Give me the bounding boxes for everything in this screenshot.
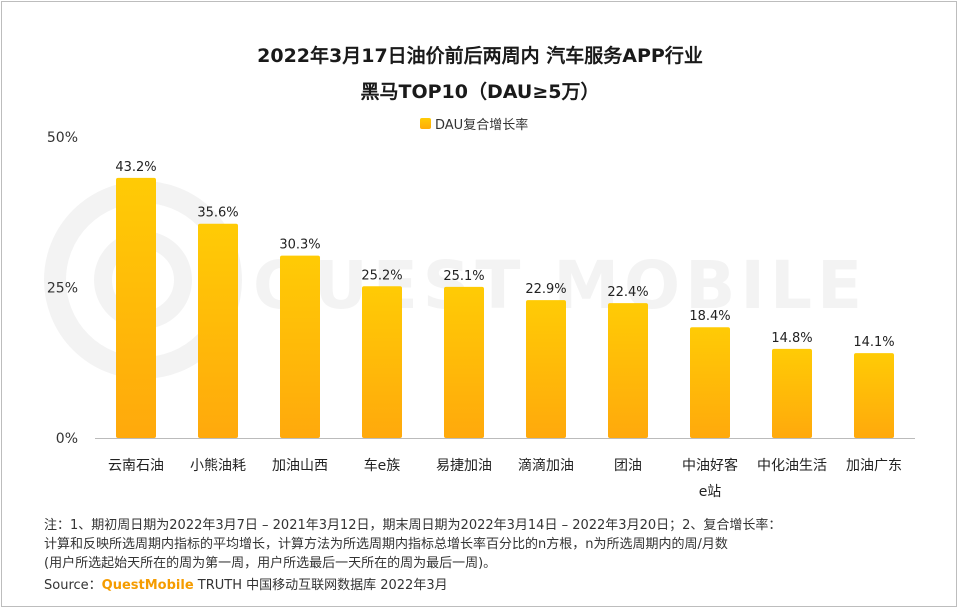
source-line: Source：QuestMobile TRUTH 中国移动互联网数据库 2022…: [44, 574, 448, 593]
value-label-9: 14.1%: [853, 335, 894, 350]
bar-4: [444, 286, 484, 438]
x-tick-label-7: e站: [699, 484, 722, 500]
value-label-2: 30.3%: [279, 238, 320, 253]
value-label-0: 43.2%: [115, 160, 156, 175]
chart-title-line1: 2022年3月17日油价前后两周内 汽车服务APP行业: [257, 45, 703, 67]
x-tick-label-5: 滴滴加油: [518, 457, 574, 474]
x-tick-label-9: 加油广东: [846, 458, 902, 474]
source-brand: QuestMobile: [101, 578, 194, 593]
bar-0: [116, 177, 156, 438]
x-tick-labels: 云南石油 小熊油耗 加油山西 车e族 易捷加油 滴滴加油 团油 中油好客 e站 中化油生活 加油广东: [108, 457, 902, 500]
value-label-8: 14.8%: [771, 331, 812, 346]
value-label-1: 35.6%: [197, 206, 238, 221]
x-tick-label-6: 团油: [614, 458, 642, 474]
value-label-3: 25.2%: [361, 268, 402, 283]
chart-title-line2: 黑马TOP10（DAU≥5万）: [360, 81, 600, 103]
bars: [116, 177, 894, 438]
value-label-4: 25.1%: [443, 269, 484, 284]
legend-label: DAU复合增长率: [435, 118, 529, 133]
bar-chart: 0% 25% 50% 43.2% 35.6% 30.3% 25.2% 25.1% 22.9% 2…: [47, 130, 915, 500]
y-axis: 0% 25% 50%: [47, 130, 78, 447]
y-tick-label: 0%: [56, 431, 78, 447]
x-tick-label-7: 中油好客: [682, 457, 738, 474]
source-prefix: Source：: [44, 578, 102, 593]
value-label-6: 22.4%: [607, 285, 648, 300]
bar-6: [608, 303, 648, 438]
footnotes: 注：1、期初周日期为2022年3月7日 – 2021年3月12日，期末周日期为2…: [44, 516, 924, 573]
y-tick-label: 25%: [47, 281, 78, 297]
bar-3: [362, 286, 402, 438]
bar-8: [772, 348, 812, 438]
y-tick-label: 50%: [47, 130, 78, 146]
x-tick-label-4: 易捷加油: [436, 458, 492, 474]
x-tick-label-0: 云南石油: [108, 458, 164, 474]
source-suffix: TRUTH 中国移动互联网数据库 2022年3月: [193, 578, 448, 593]
legend: DAU复合增长率: [420, 114, 528, 133]
x-tick-label-1: 小熊油耗: [190, 458, 246, 474]
legend-swatch: [420, 118, 431, 129]
value-labels: 43.2% 35.6% 30.3% 25.2% 25.1% 22.9% 22.4% 18.4%…: [115, 160, 894, 350]
bar-5: [526, 300, 566, 438]
x-tick-label-8: 中化油生活: [757, 458, 827, 474]
bar-9: [854, 353, 894, 438]
value-label-7: 18.4%: [689, 309, 730, 324]
bar-2: [280, 255, 320, 438]
bar-7: [690, 327, 730, 438]
footnote-line1: 注：1、期初周日期为2022年3月7日 – 2021年3月12日，期末周日期为2…: [44, 518, 782, 533]
footnote-line2: 计算和反映所选周期内指标的平均增长，计算方法为所选周期内指标总增长率百分比的n方…: [44, 537, 728, 552]
footnote-line3: (用户所选起始天所在的周为第一周，用户所选最后一天所在的周为最后一周)。: [44, 556, 497, 571]
x-tick-label-3: 车e族: [364, 457, 401, 474]
x-tick-label-2: 加油山西: [272, 458, 328, 474]
bar-1: [198, 223, 238, 438]
value-label-5: 22.9%: [525, 282, 566, 297]
